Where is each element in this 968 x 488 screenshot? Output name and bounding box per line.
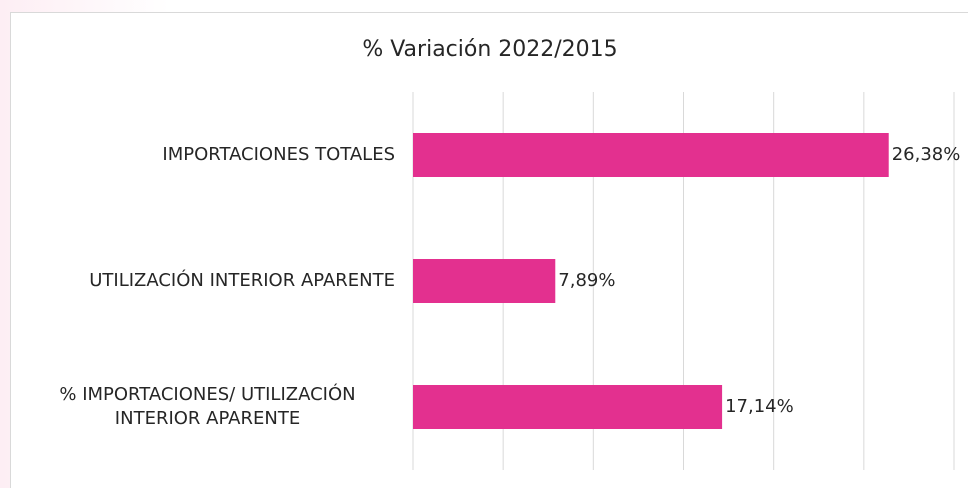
data-label: 26,38% (892, 144, 961, 165)
bar (413, 259, 556, 303)
data-label: 7,89% (558, 270, 615, 291)
bar (413, 133, 889, 177)
y-tick-label: UTILIZACIÓN INTERIOR APARENTE (89, 270, 395, 291)
y-tick-label: IMPORTACIONES TOTALES (162, 144, 395, 165)
bar (413, 385, 723, 429)
y-tick-label: % IMPORTACIONES/ UTILIZACIÓN INTERIOR AP… (59, 384, 356, 429)
chart-title: % Variación 2022/2015 (362, 37, 617, 62)
data-label: 17,14% (725, 396, 794, 417)
